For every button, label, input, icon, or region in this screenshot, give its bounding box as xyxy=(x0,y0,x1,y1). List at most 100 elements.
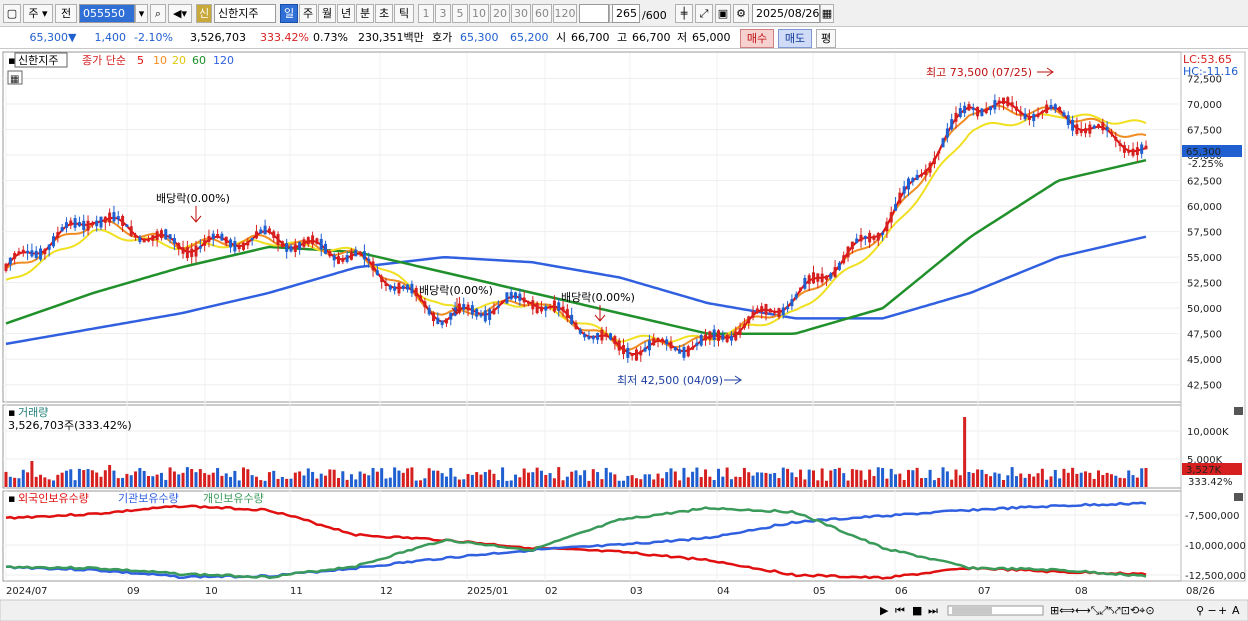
period-tab-tick[interactable]: 틱 xyxy=(394,4,414,23)
candle-body xyxy=(147,238,150,242)
candle-body xyxy=(13,253,17,259)
interval-20[interactable]: 20 xyxy=(490,4,510,23)
interval-1[interactable]: 1 xyxy=(418,4,434,23)
grid-toggle-icon[interactable] xyxy=(7,70,23,85)
candle-body xyxy=(466,304,470,311)
candle-body xyxy=(492,308,496,315)
volume-bar xyxy=(190,469,194,487)
volume-bar xyxy=(194,472,198,487)
ma120-legend[interactable]: 120 xyxy=(213,54,234,67)
volume-bar xyxy=(371,467,375,487)
holder-close-icon[interactable] xyxy=(1234,493,1243,501)
save-icon[interactable]: ▣ xyxy=(715,4,731,23)
x-axis-tick: 08/26 xyxy=(1186,586,1215,597)
period-tab-minute[interactable]: 분 xyxy=(356,4,374,23)
date-input[interactable]: 2025/08/26 xyxy=(752,4,820,23)
period-tab-week[interactable]: 주 xyxy=(299,4,317,23)
candle-body xyxy=(155,231,159,241)
layout-icon[interactable]: ▢ xyxy=(3,4,21,23)
candle-body xyxy=(794,294,798,299)
scroll-thumb[interactable] xyxy=(952,607,992,614)
zoom-out-icon[interactable]: ⚲ − xyxy=(1196,604,1217,617)
ma10-legend[interactable]: 10 xyxy=(153,54,167,67)
custom-interval-field[interactable] xyxy=(579,4,609,23)
volume-bar xyxy=(548,473,552,487)
scroll-track[interactable] xyxy=(947,605,1044,616)
volume-bar xyxy=(147,476,150,487)
ma60-legend[interactable]: 60 xyxy=(192,54,206,67)
jump-end-icon[interactable]: ⏭ xyxy=(928,604,938,617)
candle-body xyxy=(570,314,574,325)
period-tab-month[interactable]: 월 xyxy=(318,4,336,23)
buy-button[interactable]: 매수 xyxy=(740,29,774,48)
jump-start-icon[interactable]: ⏮ xyxy=(895,604,905,617)
volume-bar xyxy=(729,479,733,487)
draw-tool-icon[interactable]: ⤢ xyxy=(695,4,713,23)
interval-60[interactable]: 60 xyxy=(532,4,552,23)
candle-body xyxy=(479,313,483,317)
volume-bar xyxy=(928,469,932,487)
legend-institution[interactable]: 기관보유수량 xyxy=(118,492,179,505)
candle-type-icon[interactable]: ╪ xyxy=(675,4,693,23)
candle-body xyxy=(1045,104,1049,114)
volume-bar xyxy=(755,472,759,487)
x-axis-ticks: 2024/07 09 10 11 12 2025/01 02 03 04 05 06 07 08 08/2… xyxy=(6,586,1215,597)
legend-retail[interactable]: 개인보유수량 xyxy=(203,492,264,505)
interval-5[interactable]: 5 xyxy=(452,4,468,23)
candle-body xyxy=(850,241,854,250)
price-y-tick: 67,500 xyxy=(1187,126,1222,137)
candle-body xyxy=(1092,125,1096,129)
legend-foreign[interactable]: 외국인보유수량 xyxy=(18,492,89,505)
candle-body xyxy=(643,347,647,352)
candle-body xyxy=(26,250,30,254)
volume-bar xyxy=(142,470,146,487)
candle-body xyxy=(362,251,366,260)
sell-button[interactable]: 매도 xyxy=(778,29,812,48)
panel-settings-icon[interactable]: ▪ xyxy=(8,54,15,67)
volume-bar xyxy=(557,467,561,487)
interval-120[interactable]: 120 xyxy=(553,4,577,23)
zoom-tools-icon[interactable]: ⊞⟺⟷⤡⤢⤣⤤⊡⟲⌖⊙ xyxy=(1050,604,1155,617)
font-size-icon[interactable]: A xyxy=(1232,604,1240,617)
candle-body xyxy=(121,215,125,226)
volume-bar xyxy=(86,469,90,487)
price-y-tick: 62,500 xyxy=(1187,177,1222,188)
candle-body xyxy=(591,335,595,340)
candle-body xyxy=(1075,124,1079,134)
holder-settings-icon[interactable]: ▪ xyxy=(8,492,15,505)
volume-close-icon[interactable] xyxy=(1234,407,1243,415)
candle-body xyxy=(829,273,833,279)
gear-icon[interactable]: ⚙ xyxy=(733,4,749,23)
volume-settings-icon[interactable]: ▪ xyxy=(8,406,15,419)
candle-body xyxy=(393,286,397,291)
code-dropdown-icon[interactable]: ▾ xyxy=(135,4,148,23)
count-input[interactable]: 265 xyxy=(612,4,640,23)
scroll-right-icon[interactable]: ▶ xyxy=(880,604,889,617)
volume-bar xyxy=(116,478,120,487)
mode-select[interactable]: 주 ▾ xyxy=(23,4,53,23)
ma5-legend[interactable]: 5 xyxy=(137,54,144,67)
candle-body xyxy=(911,177,915,182)
calendar-icon[interactable]: ▦ xyxy=(820,4,834,23)
interval-10[interactable]: 10 xyxy=(469,4,489,23)
sound-icon[interactable]: ◀▾ xyxy=(168,4,192,23)
stock-chart[interactable]: 72,50070,00067,50065,00062,50060,00057,5… xyxy=(0,50,1248,621)
ma20-legend[interactable]: 20 xyxy=(172,54,186,67)
x-axis-tick: 03 xyxy=(630,586,643,597)
zoom-in-icon[interactable]: + xyxy=(1218,604,1227,617)
stop-icon[interactable]: ■ xyxy=(912,604,922,617)
ask-price-2: 65,200 xyxy=(510,31,549,44)
prev-button[interactable]: 전 xyxy=(55,4,77,23)
x-axis-tick: 07 xyxy=(978,586,991,597)
avg-button[interactable]: 평 xyxy=(816,29,836,48)
low-price: 65,000 xyxy=(692,31,731,44)
period-tab-day[interactable]: 일 xyxy=(280,4,298,23)
interval-30[interactable]: 30 xyxy=(511,4,531,23)
candle-body xyxy=(816,273,820,282)
period-tab-year[interactable]: 년 xyxy=(337,4,355,23)
stock-code-input[interactable]: 055550 xyxy=(79,4,135,23)
period-tab-second[interactable]: 초 xyxy=(375,4,393,23)
candle-body xyxy=(604,333,608,337)
interval-3[interactable]: 3 xyxy=(435,4,451,23)
search-icon[interactable]: ⌕ xyxy=(150,4,166,23)
